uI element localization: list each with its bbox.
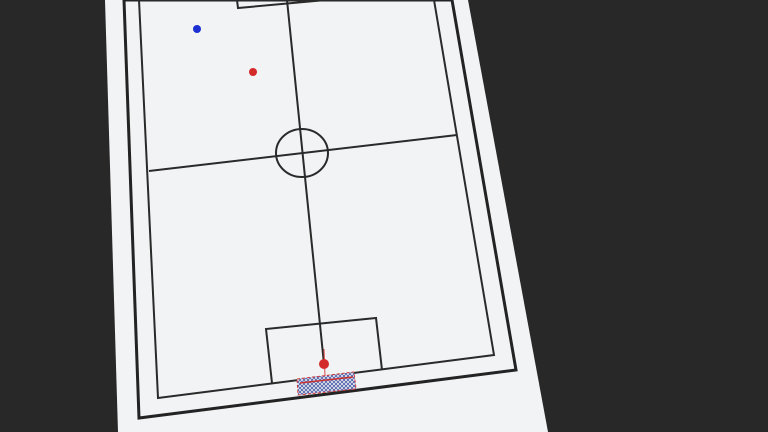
red-player-1 (249, 68, 257, 76)
center-circle (275, 128, 329, 178)
inner-boundary (137, 0, 496, 400)
top-penalty-box (236, 0, 327, 10)
center-axis-line (286, 0, 325, 365)
bottom-penalty-box (264, 316, 383, 384)
red-player-2-marker (319, 359, 329, 369)
outer-boundary (122, 0, 518, 420)
goal-crossbar (299, 376, 354, 384)
field-surface (105, 0, 548, 432)
blue-player-1 (193, 25, 201, 33)
goal (296, 371, 357, 396)
red-player-2 (319, 348, 329, 377)
